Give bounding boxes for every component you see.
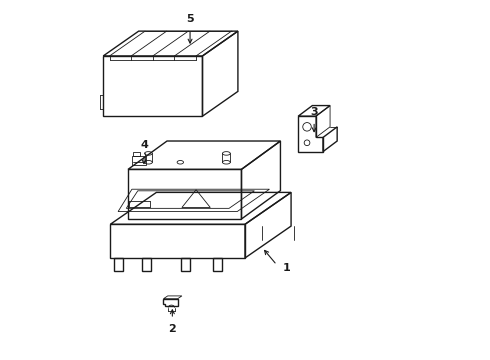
Text: 3: 3 bbox=[310, 107, 318, 117]
Text: 2: 2 bbox=[169, 324, 176, 334]
Text: 1: 1 bbox=[282, 263, 290, 273]
Text: 4: 4 bbox=[140, 140, 148, 150]
Text: 5: 5 bbox=[186, 14, 194, 24]
